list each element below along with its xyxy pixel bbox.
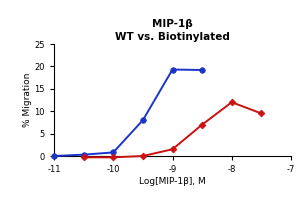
Title: MIP-1β
WT vs. Biotinylated: MIP-1β WT vs. Biotinylated (115, 19, 230, 42)
Y-axis label: % Migration: % Migration (23, 73, 32, 127)
X-axis label: Log[MIP-1β], M: Log[MIP-1β], M (139, 177, 206, 186)
